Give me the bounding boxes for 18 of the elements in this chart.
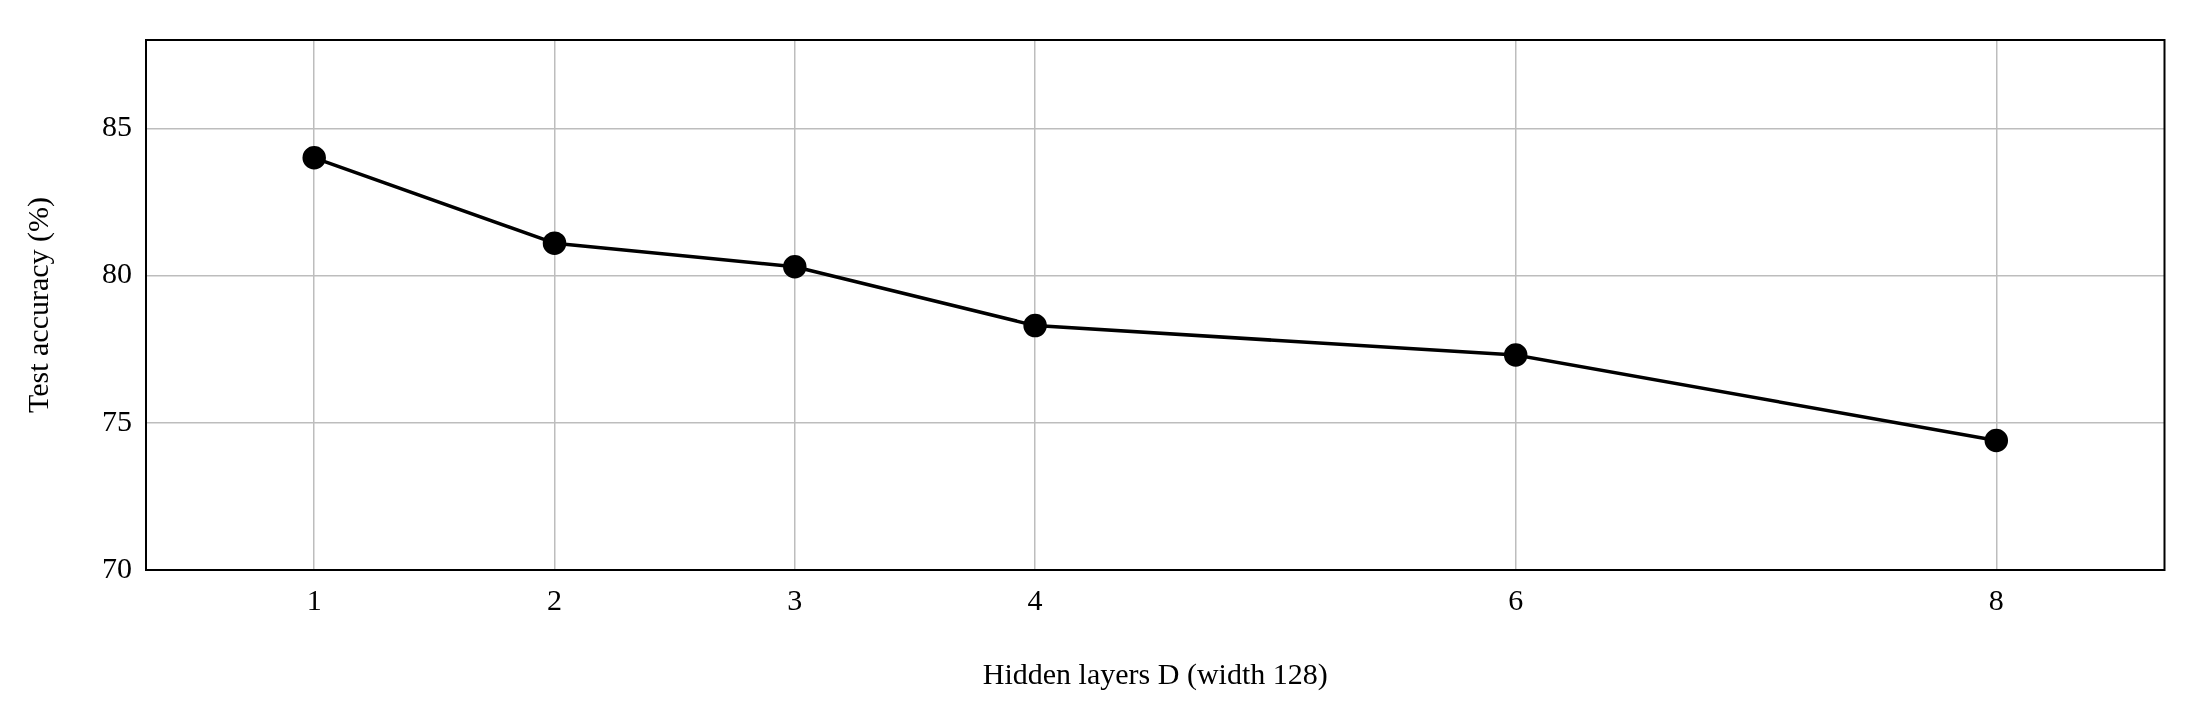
point xyxy=(1023,313,1047,338)
x-tick-label: 3 xyxy=(787,582,803,616)
x-tick-label: 6 xyxy=(1508,582,1524,616)
y-tick-label: 80 xyxy=(102,256,132,290)
y-axis-title: Test accuracy (%) xyxy=(20,196,55,414)
point xyxy=(1503,343,1528,367)
y-tick-label: 70 xyxy=(102,550,132,584)
point xyxy=(1984,428,2009,453)
x-tick-label: 8 xyxy=(1988,582,2004,616)
x-tick-label: 2 xyxy=(547,582,563,616)
point xyxy=(542,231,567,255)
point xyxy=(302,146,326,170)
y-tick-label: 75 xyxy=(102,403,132,437)
x-tick-label: 4 xyxy=(1027,582,1043,616)
point xyxy=(783,254,807,279)
y-tick-label: 85 xyxy=(102,109,132,143)
x-axis-title: Hidden layers D (width 128) xyxy=(982,656,1328,691)
x-tick-label: 1 xyxy=(306,582,322,616)
